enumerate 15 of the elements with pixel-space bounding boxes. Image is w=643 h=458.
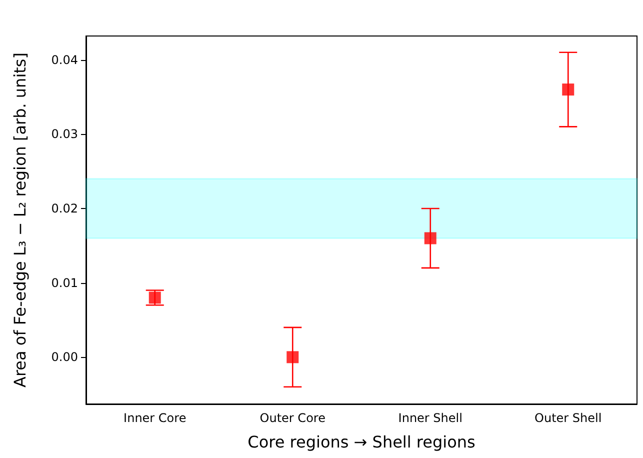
point	[286, 351, 299, 364]
point	[562, 84, 574, 96]
y-tick-label: 0.04	[51, 52, 78, 67]
y-tick-label: 0.00	[51, 350, 78, 364]
x-axis-title: Core regions → Shell regions	[248, 432, 476, 452]
y-tick-label: 0.01	[51, 276, 78, 290]
x-tick-label: Inner Shell	[398, 411, 462, 425]
y-axis-title: Area of Fe-edge L₃ − L₂ region [arb. units]	[10, 52, 30, 388]
point	[424, 232, 436, 244]
x-tick-label: Outer Core	[260, 411, 326, 425]
x-tick-label: Outer Shell	[534, 411, 602, 425]
y-tick-label: 0.02	[51, 201, 78, 216]
x-tick-label: Inner Core	[124, 411, 186, 425]
point	[148, 292, 161, 304]
y-tick-label: 0.03	[51, 127, 78, 142]
